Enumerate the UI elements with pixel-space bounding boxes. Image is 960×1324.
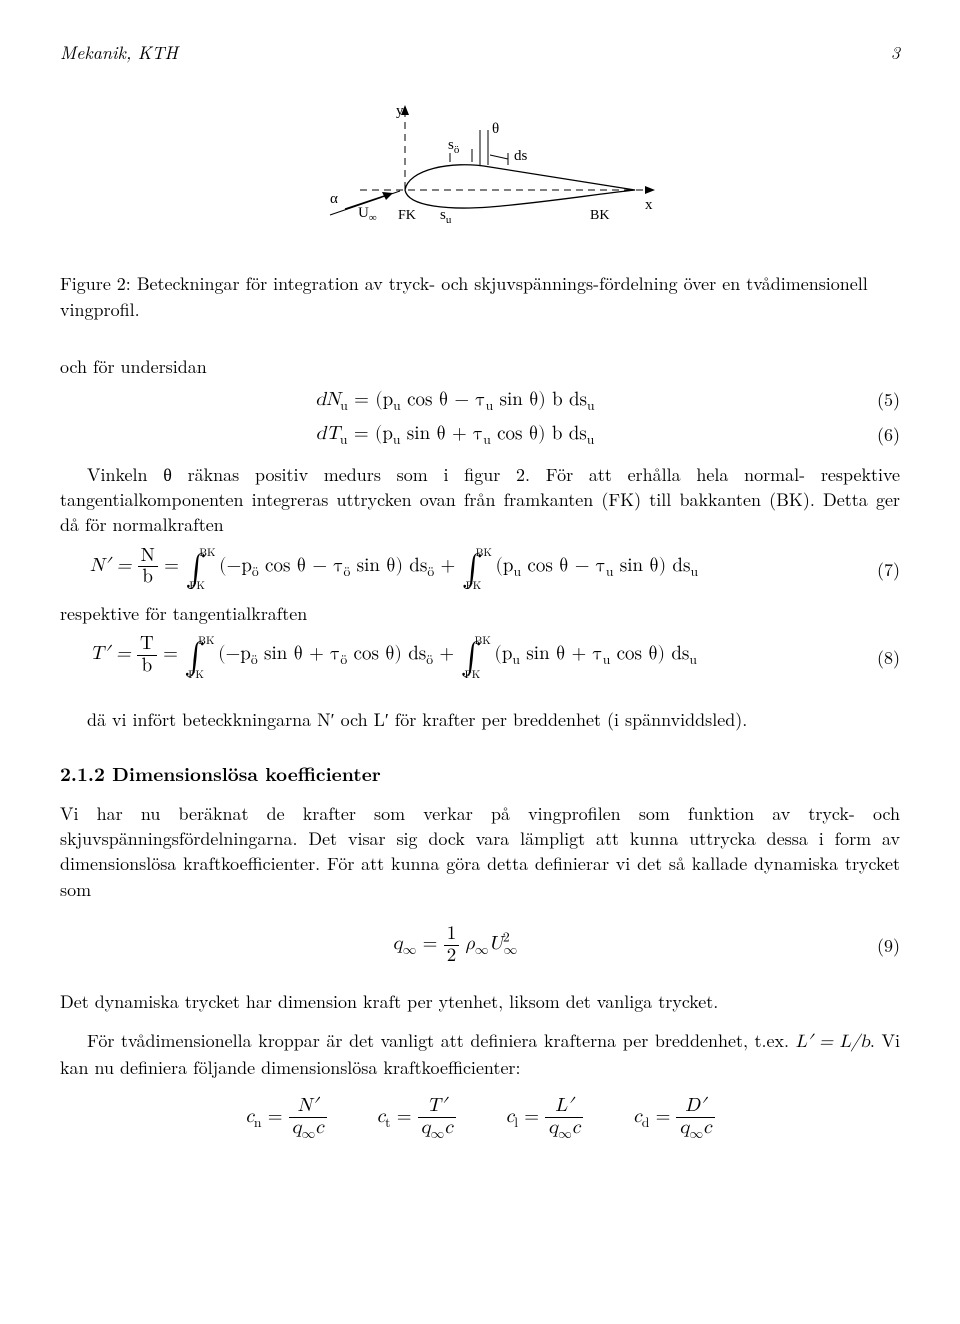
label-ds: ds: [514, 148, 528, 164]
p7-eq: L′ = L/b: [796, 1033, 870, 1051]
eq-number-6: (6): [850, 422, 900, 447]
equation-7: N′ = Nb = ∫BKFK (−pö cos θ − τö sin θ) d…: [60, 546, 900, 593]
section-heading: 2.1.2 Dimensionslösa koefficienter: [60, 760, 900, 787]
label-x: x: [645, 197, 653, 213]
page-header: Mekanik, KTH 3: [60, 40, 900, 65]
paragraph-infort: dä vi infört beteckkningarna N′ och L′ f…: [60, 707, 900, 732]
paragraph-vinkeln: Vinkeln θ räknas positiv medurs som i fi…: [60, 462, 900, 538]
eq-number-8: (8): [850, 645, 900, 670]
paragraph-dimension: Det dynamiska trycket har dimension kraf…: [60, 989, 900, 1014]
header-left: Mekanik, KTH: [60, 40, 178, 65]
figure-2: y θ sö ds α U∞ FK su BK x Figure 2: Bete…: [60, 95, 900, 323]
eq-number-7: (7): [850, 557, 900, 582]
label-BK: BK: [590, 208, 609, 223]
label-Uinf: U∞: [358, 205, 377, 224]
coeff-cl: cl = L′q∞c: [506, 1096, 584, 1139]
paragraph-beraknat: Vi har nu beräknat de krafter som verkar…: [60, 801, 900, 902]
eq-number-9: (9): [850, 933, 900, 958]
equation-8: T′ = Tb = ∫BKFK (−pö sin θ + τö cos θ) d…: [60, 634, 900, 681]
figure-caption: Figure 2: Beteckningar för integration a…: [60, 271, 900, 323]
caption-prefix: Figure 2:: [60, 271, 131, 296]
coefficients-row: cn = N′q∞c ct = T′q∞c cl = L′q∞c cd = D′…: [60, 1096, 900, 1139]
paragraph-undersidan: och för undersidan: [60, 354, 900, 379]
coeff-ct: ct = T′q∞c: [377, 1096, 456, 1139]
equation-6: dTu = (pu sin θ + τu cos θ) b dsu (6): [60, 421, 900, 448]
label-su: su: [440, 207, 452, 226]
coeff-cn: cn = N′q∞c: [245, 1096, 326, 1139]
label-FK: FK: [398, 208, 416, 223]
page-number: 3: [891, 40, 900, 65]
label-theta: θ: [492, 121, 499, 137]
equation-9: q∞ = 12 ρ∞U2∞ (9): [60, 924, 900, 967]
p7-text-a: För tvådimensionella kroppar är det vanl…: [87, 1028, 796, 1053]
paragraph-tvadim: För tvådimensionella kroppar är det vanl…: [60, 1028, 900, 1080]
eq-number-5: (5): [850, 387, 900, 412]
label-alpha: α: [330, 191, 338, 207]
coeff-cd: cd = D′q∞c: [633, 1096, 714, 1139]
equation-5: dNu = (pu cos θ − τu sin θ) b dsu (5): [60, 387, 900, 414]
label-y: y: [396, 103, 404, 119]
caption-text: Beteckningar för integration av tryck- o…: [60, 271, 868, 322]
paragraph-respektive: respektive för tangentialkraften: [60, 601, 900, 626]
airfoil-diagram: y θ sö ds α U∞ FK su BK x: [290, 95, 670, 245]
